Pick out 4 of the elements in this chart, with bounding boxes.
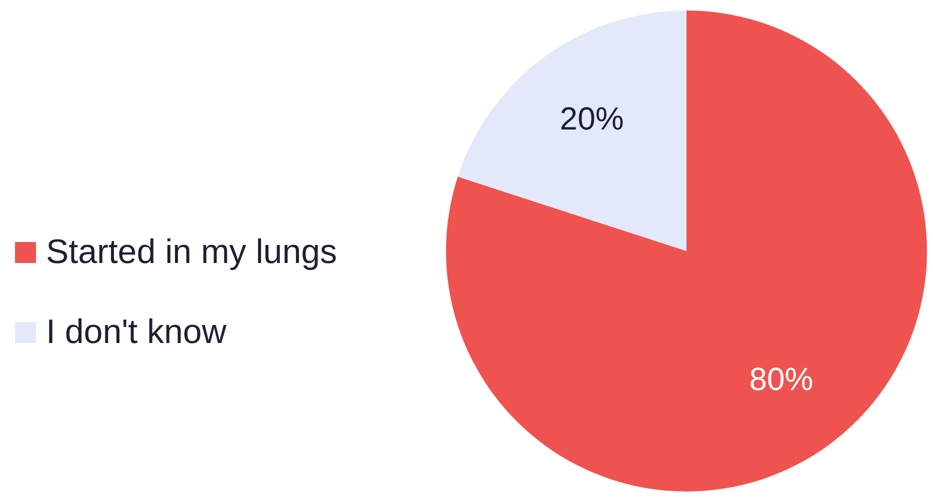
data-label: 80% (749, 361, 814, 398)
legend-label: I don't know (46, 312, 226, 352)
data-label: 20% (560, 100, 624, 136)
legend-label: Started in my lungs (46, 232, 338, 272)
